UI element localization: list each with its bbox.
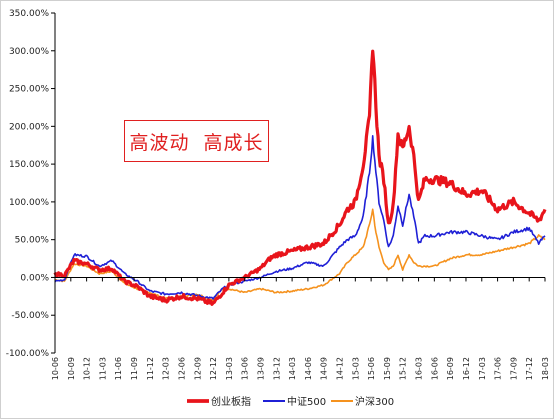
x-tick-label: 16-09 — [446, 357, 455, 380]
x-tick-label: 17-09 — [509, 357, 518, 380]
x-tick-label: 15-09 — [383, 357, 392, 380]
x-tick-label: 17-12 — [525, 357, 534, 380]
axes: -100.00% -50.00% 0.00% 50.00% 100.00% 150.00%… — [6, 9, 550, 380]
annotation-box: 高波动 高成长 — [124, 120, 269, 162]
x-tick-label: 12-12 — [209, 357, 218, 380]
y-tick-label: 300.00% — [9, 47, 49, 57]
x-tick-label: 10-06 — [51, 357, 60, 380]
x-tick-label: 10-09 — [67, 357, 76, 380]
y-tick-label: 200.00% — [9, 122, 49, 132]
x-tick-label: 18-03 — [541, 357, 550, 380]
x-tick-label: 16-12 — [462, 357, 471, 380]
x-tick-label: 13-03 — [225, 357, 234, 380]
x-tick-label: 11-06 — [114, 357, 123, 380]
x-tick-label: 15-03 — [351, 357, 360, 380]
y-tick-label: 50.00% — [15, 236, 50, 246]
series-lines — [53, 49, 547, 306]
x-tick-label: 13-12 — [272, 357, 281, 380]
x-tick-label: 10-12 — [83, 357, 92, 380]
x-tick-label: 14-09 — [320, 357, 329, 380]
x-tick-label: 14-03 — [288, 357, 297, 380]
annotation-text: 高波动 高成长 — [129, 131, 264, 154]
x-tick-label: 17-06 — [494, 357, 503, 380]
y-tick-label: 250.00% — [9, 85, 49, 95]
series-line-1 — [53, 49, 547, 306]
x-tick-label: 11-03 — [98, 357, 107, 380]
x-tick-label: 11-12 — [146, 357, 155, 380]
legend-label: 创业板指 — [211, 395, 251, 408]
y-tick-label: -50.00% — [11, 311, 49, 321]
x-tick-label: 16-06 — [430, 357, 439, 380]
series-line-3 — [54, 208, 546, 302]
legend: 创业板指 中证500 沪深300 — [187, 395, 394, 408]
y-tick-label: -100.00% — [6, 349, 50, 359]
x-tick-label: 17-03 — [478, 357, 487, 380]
x-tick-label: 12-03 — [162, 357, 171, 380]
x-tick-label: 14-06 — [304, 357, 313, 380]
x-tick-label: 11-09 — [130, 357, 139, 380]
y-tick-label: 100.00% — [9, 198, 49, 208]
x-tick-label: 13-09 — [256, 357, 265, 380]
x-tick-label: 16-03 — [415, 357, 424, 380]
x-tick-label: 14-12 — [336, 357, 345, 380]
series-line-2 — [54, 135, 546, 300]
x-tick-label: 12-09 — [193, 357, 202, 380]
y-tick-label: 350.00% — [9, 9, 49, 19]
x-tick-label: 12-06 — [177, 357, 186, 380]
y-tick-label: 150.00% — [9, 160, 49, 170]
x-tick-label: 15-12 — [399, 357, 408, 380]
x-tick-label: 13-06 — [241, 357, 250, 380]
legend-label: 中证500 — [287, 395, 326, 408]
legend-label: 沪深300 — [355, 395, 394, 408]
y-tick-label: 0.00% — [20, 273, 49, 283]
x-tick-label: 15-06 — [367, 357, 376, 380]
